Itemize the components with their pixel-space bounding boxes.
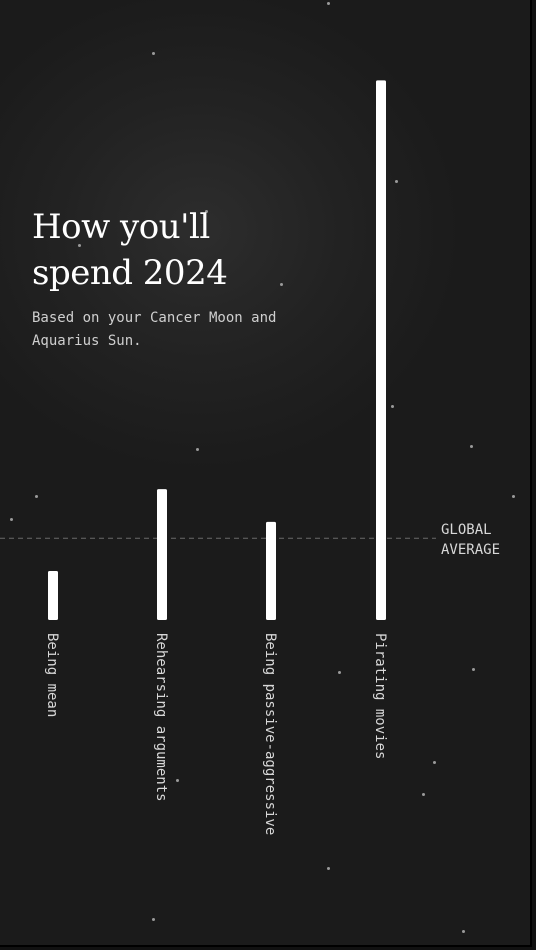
star-dot — [338, 671, 341, 674]
star-dot — [327, 2, 330, 5]
star-dot — [512, 495, 515, 498]
star-dot — [280, 283, 283, 286]
star-dot — [176, 779, 179, 782]
star-dot — [422, 793, 425, 796]
star-dot — [462, 930, 465, 933]
star-dot — [327, 867, 330, 870]
star-dot — [152, 52, 155, 55]
category-label: Pirating movies — [372, 633, 388, 759]
star-dot — [433, 761, 436, 764]
bar-rehearsing-arguments — [157, 489, 167, 620]
bar-being-passive-aggressive — [266, 521, 276, 620]
star-dot — [152, 918, 155, 921]
star-dot — [205, 210, 208, 213]
bar-being-mean — [48, 570, 58, 620]
category-label: Being passive-aggressive — [262, 633, 278, 835]
page-subtitle: Based on your Cancer Moon and Aquarius S… — [32, 310, 277, 349]
star-dot — [78, 244, 81, 247]
star-dot — [35, 495, 38, 498]
star-dot — [472, 668, 475, 671]
star-dot — [395, 180, 398, 183]
star-dot — [470, 445, 473, 448]
page-title: How you'll spend 2024 — [32, 207, 228, 293]
star-dot — [10, 518, 13, 521]
bar-pirating-movies — [376, 80, 386, 620]
category-label: Rehearsing arguments — [153, 633, 169, 802]
global-average-label: GLOBAL AVERAGE — [441, 522, 500, 558]
star-dot — [391, 405, 394, 408]
star-dot — [196, 448, 199, 451]
category-label: Being mean — [44, 633, 60, 717]
